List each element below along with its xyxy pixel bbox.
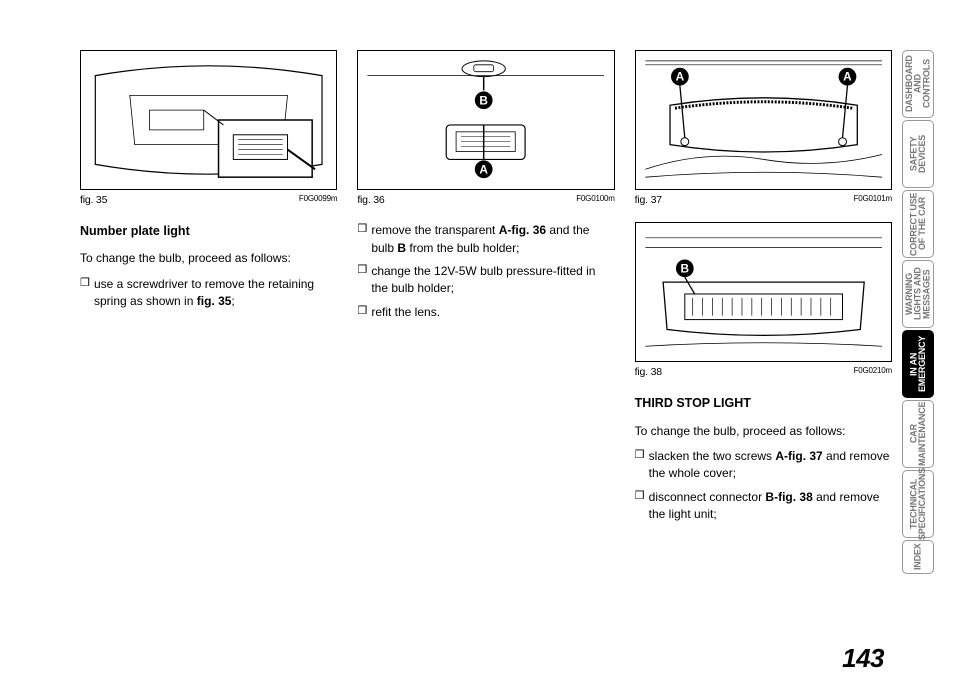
marker-b-fig38: B xyxy=(680,262,689,276)
page-number: 143 xyxy=(842,643,884,674)
fig38-code: F0G0210m xyxy=(854,365,892,380)
fig36-labelrow: fig. 36 F0G0100m xyxy=(357,193,614,208)
col3-item1-text: disconnect connector B-fig. 38 and remov… xyxy=(649,489,892,524)
col2-item-1: ❒ change the 12V-5W bulb pressure-fitted… xyxy=(357,263,614,298)
fig36-label: fig. 36 xyxy=(357,193,384,208)
col3-intro: To change the bulb, proceed as follows: xyxy=(635,423,892,440)
marker-a2-fig37: A xyxy=(843,70,852,84)
figure-38: B xyxy=(635,222,892,362)
section-number-plate: Number plate light xyxy=(80,222,337,240)
col1-intro: To change the bulb, proceed as follows: xyxy=(80,250,337,267)
marker-a1-fig37: A xyxy=(675,70,684,84)
col3-item-0: ❒ slacken the two screws A-fig. 37 and r… xyxy=(635,448,892,483)
bullet-icon: ❒ xyxy=(357,222,371,257)
marker-a-fig36: A xyxy=(480,162,489,176)
bullet-icon: ❒ xyxy=(80,276,94,311)
bullet-icon: ❒ xyxy=(357,304,371,321)
fig38-labelrow: fig. 38 F0G0210m xyxy=(635,365,892,380)
col2-item-2: ❒ refit the lens. xyxy=(357,304,614,321)
chapter-tabs: DASHBOARD AND CONTROLS SAFETY DEVICES CO… xyxy=(902,50,934,668)
marker-b-fig36: B xyxy=(480,93,489,107)
bullet-icon: ❒ xyxy=(635,448,649,483)
col3-item-1: ❒ disconnect connector B-fig. 38 and rem… xyxy=(635,489,892,524)
tab-index[interactable]: INDEX xyxy=(902,540,934,574)
fig38-label: fig. 38 xyxy=(635,365,662,380)
tab-correct-use[interactable]: CORRECT USE OF THE CAR xyxy=(902,190,934,258)
fig37-label: fig. 37 xyxy=(635,193,662,208)
col1-item-0: ❒ use a screwdriver to remove the retain… xyxy=(80,276,337,311)
tab-safety[interactable]: SAFETY DEVICES xyxy=(902,120,934,188)
col2-item0-text: remove the transparent A-fig. 36 and the… xyxy=(371,222,614,257)
tab-technical[interactable]: TECHNICAL SPECIFICATIONS xyxy=(902,470,934,538)
fig35-labelrow: fig. 35 F0G0099m xyxy=(80,193,337,208)
col2-item2-text: refit the lens. xyxy=(371,304,614,321)
fig37-labelrow: fig. 37 F0G0101m xyxy=(635,193,892,208)
fig37-code: F0G0101m xyxy=(854,193,892,208)
figure-36: B A xyxy=(357,50,614,190)
bullet-icon: ❒ xyxy=(635,489,649,524)
tab-warning[interactable]: WARNING LIGHTS AND MESSAGES xyxy=(902,260,934,328)
col2-item1-text: change the 12V-5W bulb pressure-fitted i… xyxy=(371,263,614,298)
col1-item0-text: use a screwdriver to remove the retainin… xyxy=(94,276,337,311)
fig36-code: F0G0100m xyxy=(576,193,614,208)
col3-item0-text: slacken the two screws A-fig. 37 and rem… xyxy=(649,448,892,483)
figure-37: A A xyxy=(635,50,892,190)
tab-dashboard[interactable]: DASHBOARD AND CONTROLS xyxy=(902,50,934,118)
tab-emergency[interactable]: IN AN EMERGENCY xyxy=(902,330,934,398)
col2-item-0: ❒ remove the transparent A-fig. 36 and t… xyxy=(357,222,614,257)
figure-35 xyxy=(80,50,337,190)
bullet-icon: ❒ xyxy=(357,263,371,298)
fig35-code: F0G0099m xyxy=(299,193,337,208)
tab-maintenance[interactable]: CAR MAINTENANCE xyxy=(902,400,934,468)
fig35-label: fig. 35 xyxy=(80,193,107,208)
section-third-stop: THIRD STOP LIGHT xyxy=(635,394,892,412)
